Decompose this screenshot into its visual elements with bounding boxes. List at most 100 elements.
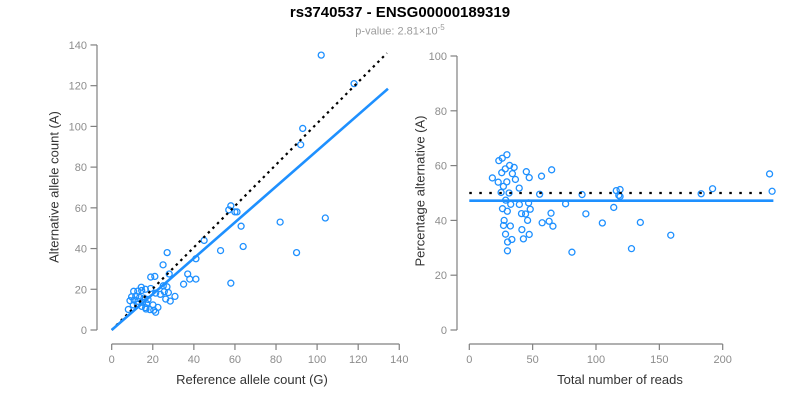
scatter-point xyxy=(708,185,717,193)
figure-subtitle: p-value: 2.81×10-5 xyxy=(0,23,800,38)
scatter-point xyxy=(535,190,544,198)
scatter-point xyxy=(154,303,162,312)
scatter-point xyxy=(500,216,508,225)
scatter-point xyxy=(494,178,502,186)
scatter-point xyxy=(519,235,528,243)
scatter-point xyxy=(522,168,530,176)
pvalue-text: p-value: 2.81×10 xyxy=(355,25,438,38)
y-tick-label: 0 xyxy=(81,325,87,337)
scatter-point xyxy=(239,242,247,251)
y-tick-label: 100 xyxy=(429,51,447,63)
scatter-point xyxy=(317,51,325,59)
scatter-point xyxy=(499,221,508,230)
scatter-point xyxy=(497,188,505,197)
scatter-point xyxy=(350,79,358,88)
y-tick-label: 100 xyxy=(69,121,87,133)
x-tick-label: 80 xyxy=(270,354,282,366)
scatter-point xyxy=(537,172,546,180)
figure-title: rs3740537 - ENSG00000189319 xyxy=(289,4,511,21)
scatter-point xyxy=(503,247,512,255)
y-tick-label: 80 xyxy=(435,106,447,118)
y-tick-label: 60 xyxy=(75,203,87,215)
x-tick-label: 50 xyxy=(527,354,539,366)
scatter-point xyxy=(138,286,146,295)
scatter-point xyxy=(507,200,515,208)
x-tick-label: 120 xyxy=(349,354,367,366)
scatter-point xyxy=(159,261,167,269)
scatter-point xyxy=(508,235,516,244)
scatter-point xyxy=(503,178,511,186)
scatter-point xyxy=(521,210,530,218)
x-tick-label: 200 xyxy=(714,354,732,366)
y-tick-label: 20 xyxy=(75,284,87,296)
scatter-point xyxy=(667,231,675,239)
left-y-axis-title: Alternative allele count (A) xyxy=(46,111,62,263)
y-tick-label: 40 xyxy=(75,244,87,256)
y-tick-label: 20 xyxy=(435,270,447,282)
scatter-point xyxy=(518,225,526,234)
x-tick-label: 20 xyxy=(147,354,159,366)
scatter-point xyxy=(171,292,179,301)
scatter-point xyxy=(545,217,553,225)
scatter-point xyxy=(166,297,174,305)
scatter-point xyxy=(578,190,586,199)
x-tick-label: 140 xyxy=(390,354,408,366)
y-tick-label: 80 xyxy=(75,162,87,174)
y-tick-label: 0 xyxy=(441,325,447,337)
scatter-point xyxy=(615,191,623,199)
x-tick-label: 100 xyxy=(587,354,605,366)
right-x-axis-title: Total number of reads xyxy=(557,372,683,387)
scatter-point xyxy=(237,222,245,230)
x-tick-label: 40 xyxy=(188,354,200,366)
scatter-point xyxy=(233,208,241,216)
scatter-point xyxy=(526,205,534,213)
scatter-point xyxy=(499,182,508,191)
scatter-point xyxy=(765,170,774,178)
scatter-point xyxy=(297,141,305,149)
scatter-point xyxy=(627,245,636,253)
scatter-point xyxy=(525,173,533,182)
scatter-point xyxy=(179,280,188,288)
scatter-point xyxy=(515,184,523,192)
scatter-point xyxy=(549,222,557,230)
scatter-point xyxy=(508,170,517,178)
fit-line xyxy=(110,87,389,331)
scatter-point xyxy=(517,209,526,218)
x-tick-label: 0 xyxy=(109,354,115,366)
scatter-point xyxy=(538,219,546,227)
scatter-point xyxy=(163,248,171,257)
scatter-point xyxy=(498,169,506,177)
scatter-point xyxy=(227,279,235,287)
scatter-point xyxy=(503,207,511,215)
scatter-point xyxy=(292,248,301,257)
scatter-point xyxy=(548,166,556,174)
scatter-point xyxy=(276,218,284,226)
scatter-point xyxy=(137,283,145,291)
scatter-point xyxy=(525,230,533,239)
scatter-point xyxy=(151,272,159,281)
scatter-point xyxy=(501,230,510,238)
scatter-point xyxy=(192,275,200,283)
scatter-point xyxy=(503,151,511,159)
identity-line xyxy=(110,52,388,331)
scatter-point xyxy=(515,200,523,209)
x-tick-label: 60 xyxy=(229,354,241,366)
scatter-point xyxy=(768,187,776,195)
scatter-point xyxy=(510,163,518,172)
scatter-point xyxy=(697,190,705,198)
scatter-point xyxy=(523,216,532,225)
y-tick-label: 120 xyxy=(69,81,87,93)
scatter-point xyxy=(616,185,624,194)
scatter-point xyxy=(147,273,155,281)
scatter-point xyxy=(299,124,307,133)
scatter-point xyxy=(582,210,590,218)
left-x-axis-title: Reference allele count (G) xyxy=(176,372,328,387)
pvalue-exponent: -5 xyxy=(437,23,445,32)
scatter-point xyxy=(216,246,225,255)
scatter-point xyxy=(506,222,515,230)
scatter-point xyxy=(547,209,555,217)
scatter-point xyxy=(610,203,618,212)
scatter-point xyxy=(636,218,644,227)
